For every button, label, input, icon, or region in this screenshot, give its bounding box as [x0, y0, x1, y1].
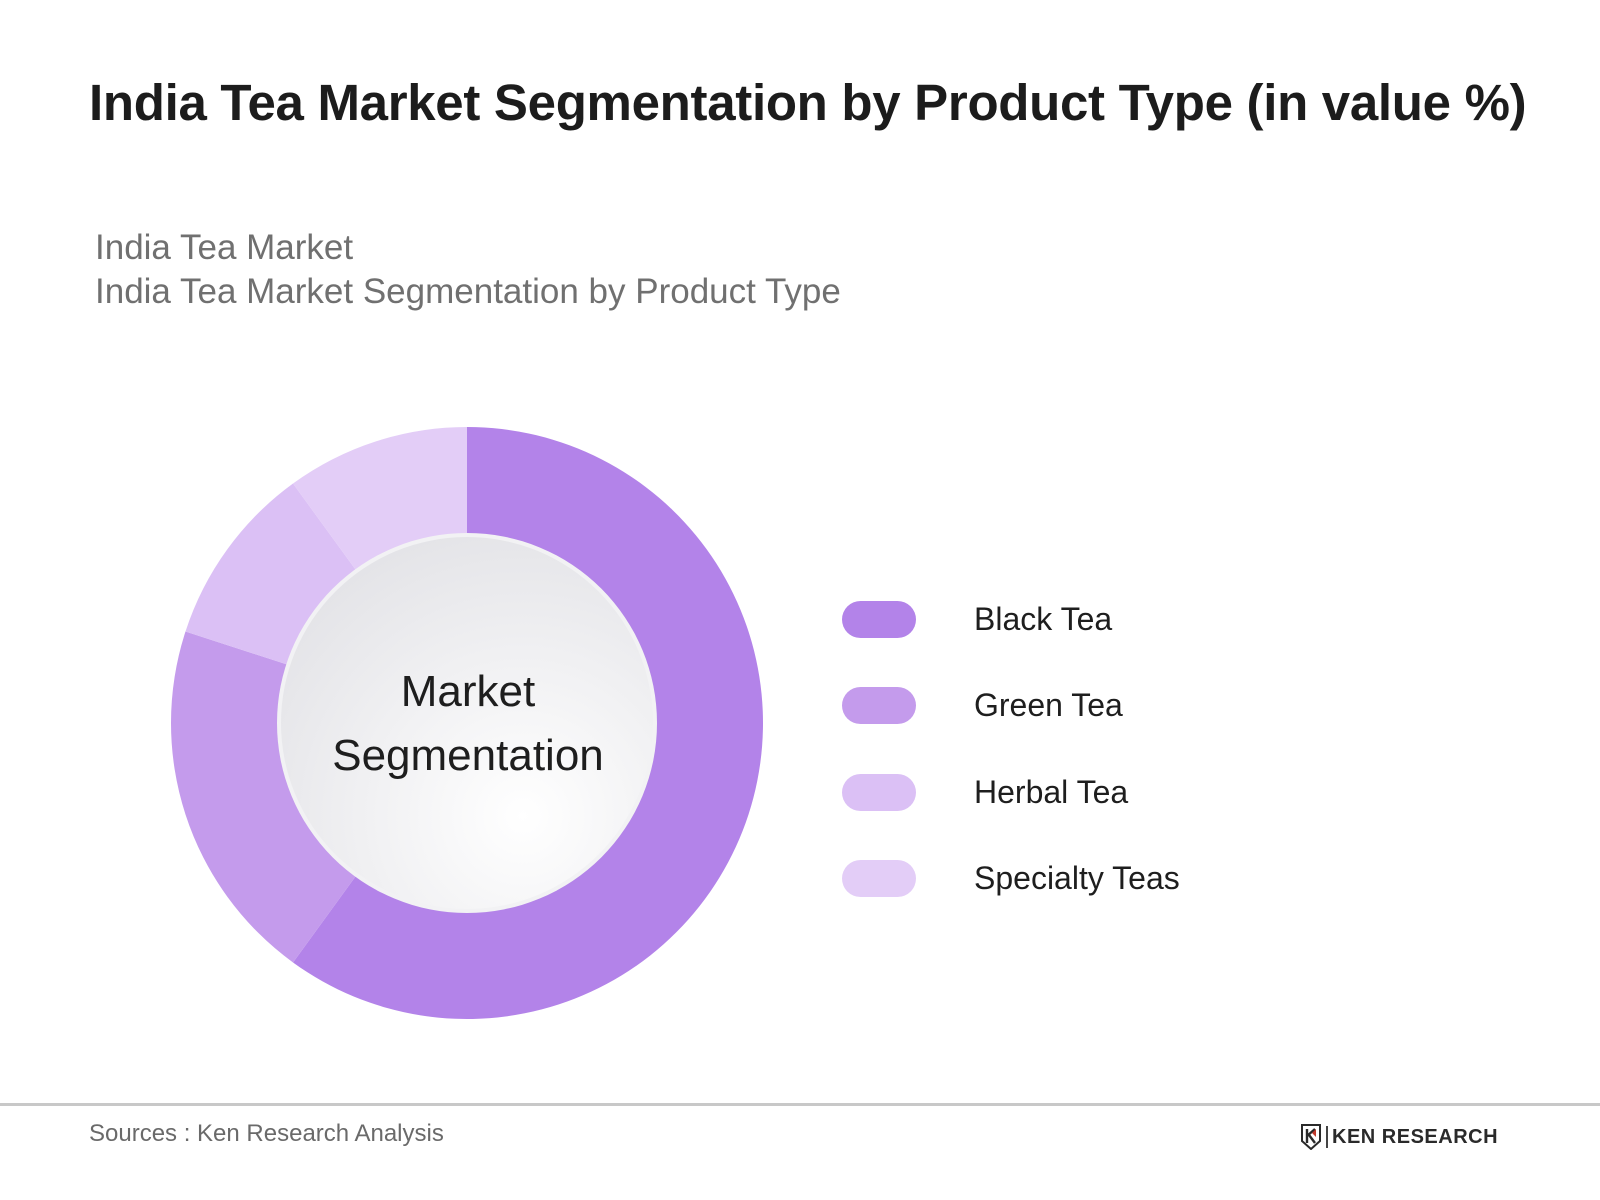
- legend-label: Herbal Tea: [974, 773, 1129, 810]
- chart-title: India Tea Market Segmentation by Product…: [89, 74, 1527, 131]
- ken-research-logo: KEN RESEARCH: [1300, 1124, 1498, 1150]
- legend-swatch: [842, 860, 916, 898]
- chart-subtitle: India Tea Market India Tea Market Segmen…: [95, 226, 841, 314]
- legend-swatch: [842, 773, 916, 811]
- legend-label: Black Tea: [974, 600, 1113, 637]
- legend-swatch: [842, 687, 916, 725]
- donut-center: [281, 537, 653, 909]
- logo-separator: [1326, 1126, 1328, 1148]
- legend-swatch: [842, 600, 916, 638]
- donut-slice-green-tea: [170, 631, 373, 963]
- legend-item-specialty-teas: Specialty Teas: [842, 836, 1180, 923]
- brand-name: KEN RESEARCH: [1332, 1125, 1499, 1148]
- subtitle-line-2: India Tea Market Segmentation by Product…: [95, 272, 841, 311]
- legend-item-green-tea: Green Tea: [842, 663, 1180, 750]
- center-label-line-1: Market: [400, 667, 536, 716]
- legend-label: Specialty Teas: [974, 860, 1180, 897]
- footer-divider: [0, 1103, 1600, 1106]
- legend-item-black-tea: Black Tea: [842, 576, 1180, 663]
- donut-center-label: Market Segmentation: [300, 660, 636, 788]
- donut-chart: [170, 427, 763, 1019]
- chart-legend: Black Tea Green Tea Herbal Tea Specialty…: [842, 576, 1180, 922]
- subtitle-line-1: India Tea Market: [95, 228, 354, 267]
- donut-slice-black-tea: [293, 427, 763, 1019]
- ken-research-logo-icon: [1301, 1124, 1321, 1150]
- legend-label: Green Tea: [974, 687, 1123, 724]
- legend-item-herbal-tea: Herbal Tea: [842, 749, 1180, 836]
- center-label-line-2: Segmentation: [332, 731, 604, 780]
- sources-note: Sources : Ken Research Analysis: [89, 1120, 444, 1147]
